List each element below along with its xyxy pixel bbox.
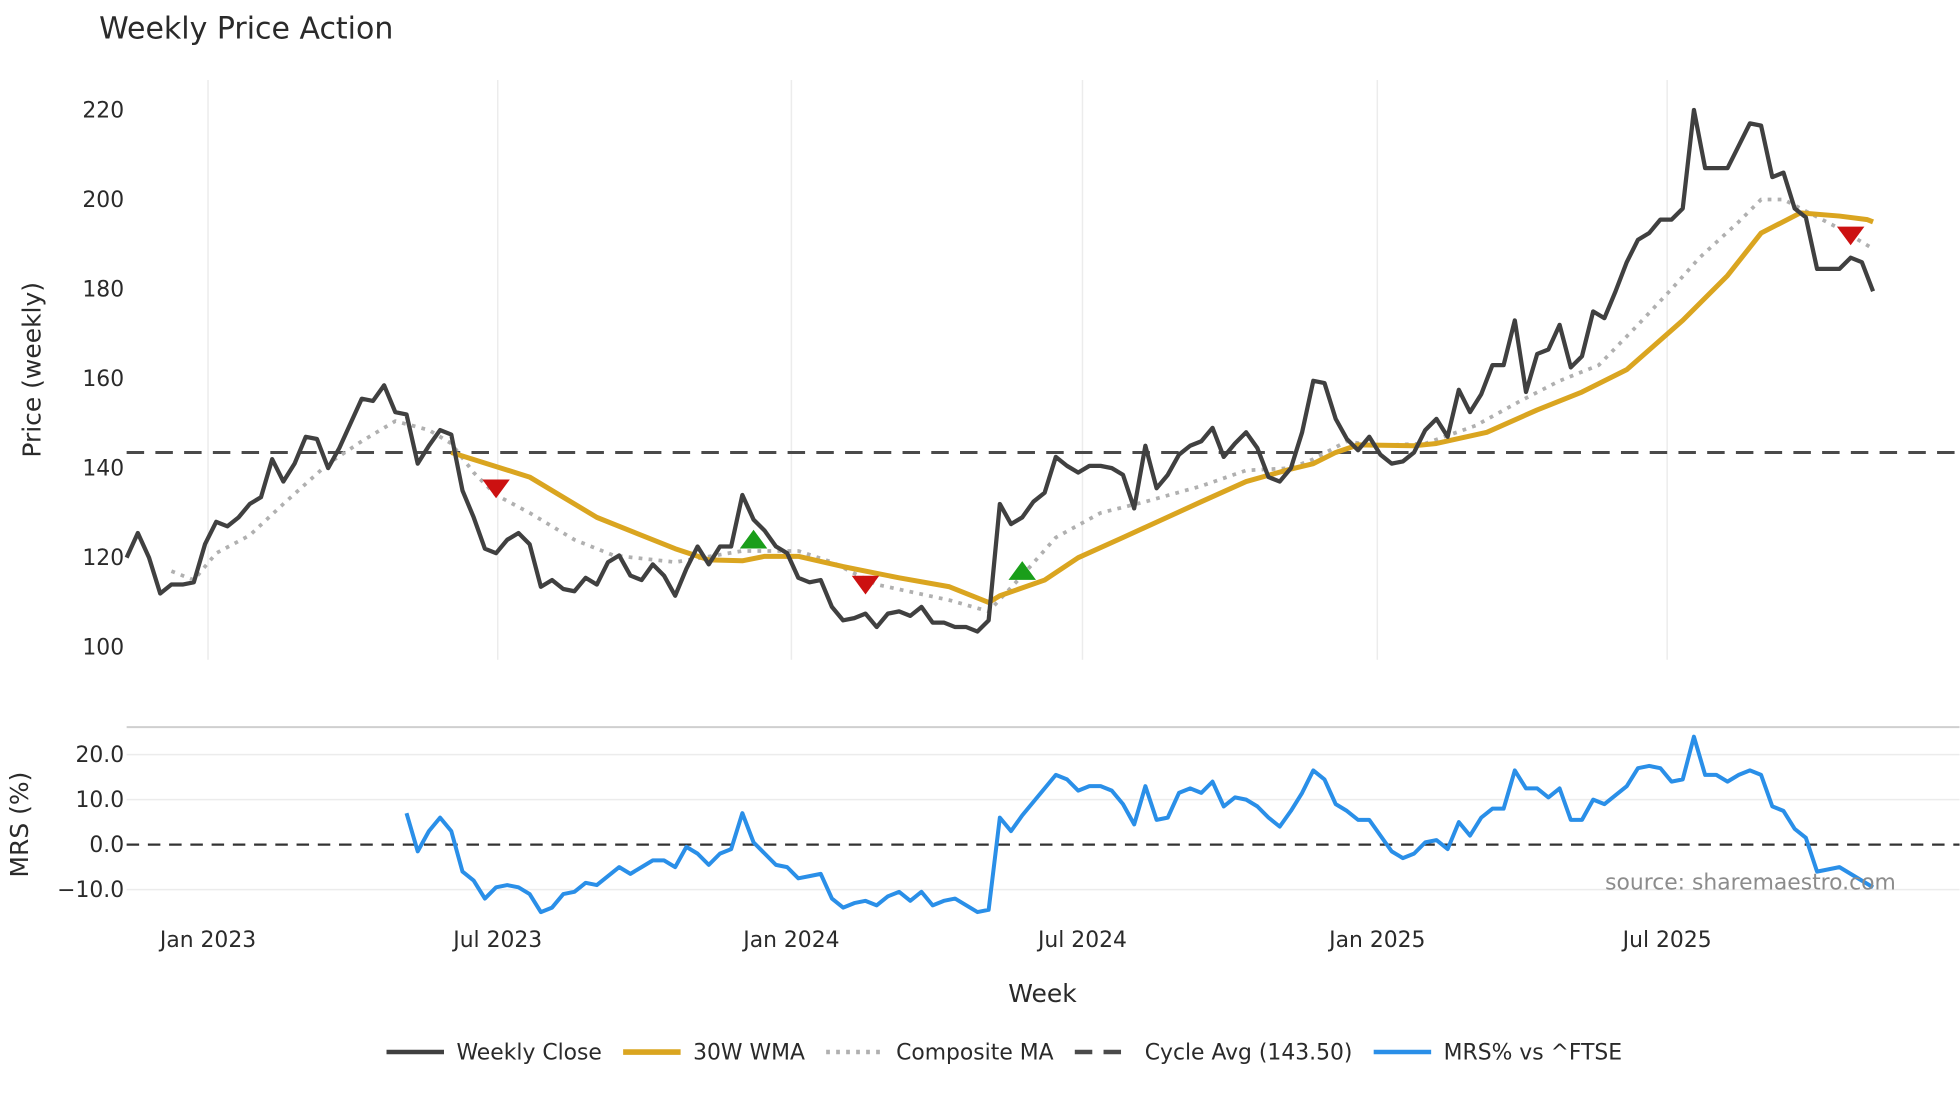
legend-item-weekly-close: Weekly Close [386, 1041, 602, 1066]
mrs-series-group [126, 734, 1960, 915]
mrs-y-axis: −10.0 0.0 10.0 20.0 [57, 743, 124, 903]
price-y-tick-label: 140 [82, 457, 124, 482]
price-y-tick-label: 200 [82, 188, 124, 213]
mrs-grid [126, 753, 1960, 891]
x-tick-label: Jan 2025 [1327, 928, 1425, 953]
legend-item-composite-ma: Composite MA [826, 1041, 1054, 1066]
legend-item-mrs-vs-ftse: MRS% vs ^FTSE [1373, 1041, 1622, 1066]
legend-label: MRS% vs ^FTSE [1444, 1041, 1622, 1066]
mrs-y-axis-title: MRS (%) [5, 772, 34, 878]
legend: Weekly Close 30W WMA Composite MA Cycle Avg… [386, 1041, 1622, 1066]
legend-label: Cycle Avg (143.50) [1145, 1041, 1353, 1066]
price-y-tick-label: 160 [82, 367, 124, 392]
buy-signal-marker [739, 529, 768, 549]
x-tick-label: Jul 2023 [451, 928, 542, 953]
buy-signal-marker [1008, 561, 1036, 580]
x-tick-label: Jul 2024 [1036, 928, 1127, 953]
x-tick-label: Jan 2024 [741, 928, 839, 953]
chart-title: Weekly Price Action [99, 12, 393, 47]
mrs-y-tick-label: 10.0 [75, 788, 124, 813]
x-tick-label: Jan 2023 [158, 928, 256, 953]
price-series-group [124, 107, 1960, 634]
legend-label: Weekly Close [456, 1041, 601, 1066]
x-axis: Jan 2023 Jul 2023 Jan 2024 Jul 2024 Jan 2025… [158, 928, 1712, 953]
sell-signal-marker [851, 575, 880, 595]
price-y-axis: 100 120 140 160 180 200 220 [82, 98, 124, 660]
legend-item-30w-wma: 30W WMA [623, 1041, 805, 1066]
x-tick-label: Jul 2025 [1621, 928, 1712, 953]
price-y-axis-title: Price (weekly) [17, 282, 46, 458]
price-y-tick-label: 120 [82, 546, 124, 571]
price-y-tick-label: 100 [82, 636, 124, 661]
composite-ma-line [170, 197, 1875, 614]
mrs-y-tick-label: −10.0 [57, 878, 124, 903]
mrs-line [404, 734, 1875, 915]
price-y-tick-label: 220 [82, 98, 124, 123]
mrs-y-tick-label: 20.0 [75, 743, 124, 768]
source-watermark: source: sharemaestro.com [1605, 871, 1896, 896]
sell-signal-marker [482, 479, 510, 499]
legend-label: Composite MA [896, 1041, 1053, 1066]
legend-label: 30W WMA [693, 1041, 805, 1066]
30w-wma-line [450, 210, 1874, 605]
mrs-y-tick-label: 0.0 [89, 833, 124, 858]
weekly-close-line [124, 107, 1876, 634]
signal-markers [482, 226, 1865, 595]
price-grid [207, 79, 1668, 660]
price-y-tick-label: 180 [82, 278, 124, 303]
x-axis-title: Week [1008, 979, 1077, 1008]
sell-signal-marker [1836, 226, 1865, 246]
legend-item-cycle-avg-143-50: Cycle Avg (143.50) [1074, 1041, 1353, 1066]
